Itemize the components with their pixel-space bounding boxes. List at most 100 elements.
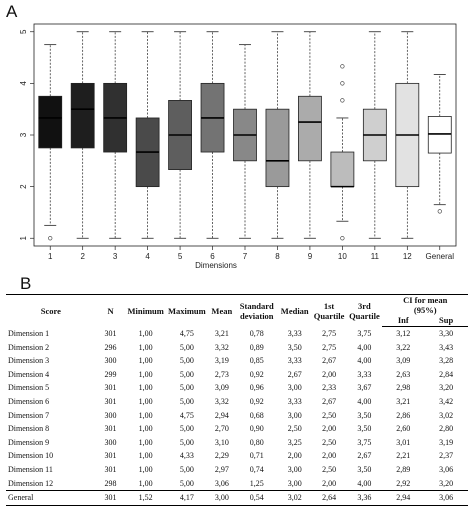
table-cell: 1,00 — [138, 383, 153, 393]
x-tick-label: 2 — [80, 252, 85, 261]
box — [38, 95, 63, 149]
header-ci-inf: Inf — [382, 315, 425, 327]
table-cell: 2,97 — [214, 464, 229, 474]
table-cell-score: Dimension 5 — [8, 383, 50, 393]
table-cell: 1,52 — [125, 490, 166, 506]
outlier-point — [340, 64, 345, 69]
table-cell: 1,00 — [138, 464, 153, 474]
table-cell: 299 — [104, 369, 117, 379]
table-cell: 3,06 — [424, 490, 468, 506]
table-cell: 1,00 — [138, 328, 153, 338]
table-cell: 0,78 — [249, 328, 264, 338]
header-sd-line2: deviation — [240, 310, 274, 321]
table-cell: 5,00 — [179, 464, 194, 474]
table-cell: 301 — [95, 490, 126, 506]
table-cell: 2,75 — [322, 342, 337, 352]
table-cell-score: Dimension 7 — [8, 410, 50, 420]
table-cell: 2,67 — [357, 451, 372, 461]
x-tick-label: 10 — [338, 252, 347, 261]
x-tick-label: 7 — [243, 252, 248, 261]
panel-a-label: A — [6, 2, 18, 21]
header-first-quartile: 1st Quartile — [311, 294, 347, 327]
outlier-point — [48, 236, 53, 241]
box — [298, 95, 322, 162]
table-cell: 3,30 — [439, 329, 454, 338]
table-cell: 5,00 — [179, 396, 194, 406]
header-standard-deviation: Standard deviation — [235, 294, 278, 327]
table-cell: 1,00 — [138, 451, 153, 461]
table-cell: 3,28 — [439, 356, 454, 366]
y-tick-label: 4 — [19, 81, 28, 86]
table-cell: 3,10 — [214, 437, 229, 447]
table-cell: 2,67 — [287, 369, 302, 379]
table-cell: 5,00 — [179, 342, 194, 352]
table-cell: 2,64 — [311, 490, 347, 506]
panel-b-label: B — [20, 274, 32, 293]
y-tick-label: 1 — [19, 235, 28, 240]
table-cell: 301 — [104, 396, 117, 406]
table-cell-score: General — [6, 490, 96, 506]
table-cell: 3,21 — [214, 328, 229, 338]
table-cell: 2,00 — [322, 451, 337, 461]
table-cell: 2,70 — [214, 424, 229, 434]
table-cell: 298 — [104, 478, 117, 488]
table-cell: 3,19 — [439, 437, 454, 447]
y-tick-label: 3 — [19, 132, 28, 137]
table-cell: 3,20 — [439, 383, 454, 393]
statistics-table: Score N Minimum Maximum Mean Standard de… — [6, 294, 468, 506]
table-row: Dimension 1 301 1,00 4,75 3,21 0,78 3,33 2,75 3,… — [6, 327, 468, 341]
table-cell: 0,92 — [249, 369, 264, 379]
y-tick-label: 2 — [19, 184, 28, 189]
table-cell: 5,00 — [179, 424, 194, 434]
table-cell: 3,19 — [214, 356, 229, 366]
table-cell: 3,32 — [214, 342, 229, 352]
table-cell: 2,94 — [382, 490, 425, 506]
header-ci-mean: CI for mean (95%) — [382, 294, 468, 315]
table-cell: 2,33 — [322, 383, 337, 393]
table-cell: 3,33 — [287, 328, 302, 338]
table-cell: 0,85 — [249, 356, 264, 366]
table-cell: 3,50 — [287, 342, 302, 352]
table-cell: 1,00 — [138, 424, 153, 434]
x-tick-label: 11 — [371, 252, 380, 261]
table-cell: 0,96 — [249, 383, 264, 393]
table-cell: 2,75 — [322, 328, 337, 338]
header-median: Median — [277, 294, 312, 327]
table-cell: 0,90 — [249, 424, 264, 434]
table-cell-score: Dimension 3 — [8, 356, 50, 366]
table-cell: 1,00 — [138, 356, 153, 366]
table-cell: 2,00 — [287, 451, 302, 461]
table-cell: 2,00 — [322, 369, 337, 379]
table-cell: 4,00 — [357, 396, 372, 406]
table-cell: 0,74 — [249, 464, 264, 474]
table-cell: 301 — [104, 464, 117, 474]
header-maximum: Maximum — [165, 294, 208, 327]
header-sd-line1: Standard — [239, 300, 274, 311]
table-cell: 3,43 — [439, 342, 454, 352]
table-cell: 1,00 — [138, 437, 153, 447]
table-cell: 4,75 — [179, 410, 194, 420]
table-cell: 3,42 — [439, 396, 454, 406]
table-cell: 3,06 — [439, 464, 454, 474]
table-cell-score: Dimension 1 — [8, 328, 50, 338]
table-cell-score: Dimension 6 — [8, 396, 50, 406]
table-cell: 301 — [104, 383, 117, 393]
table-cell: 2,63 — [396, 369, 411, 379]
table-cell: 1,25 — [249, 478, 264, 488]
table-cell: 2,92 — [396, 478, 411, 488]
box — [330, 151, 355, 188]
table-cell: 1,00 — [138, 396, 153, 406]
table-cell: 3,02 — [277, 490, 312, 506]
table-cell: 300 — [104, 356, 117, 366]
table-cell: 3,12 — [396, 329, 411, 338]
table-cell: 2,89 — [396, 464, 411, 474]
table-row-general: General 301 1,52 4,17 3,00 0,54 3,02 2,64 3,36 2,… — [6, 490, 468, 506]
box — [265, 108, 290, 188]
table-cell: 4,75 — [179, 328, 194, 338]
table-cell: 3,50 — [357, 410, 372, 420]
outlier-point — [437, 209, 442, 214]
table-cell: 1,00 — [138, 410, 153, 420]
table-cell: 2,84 — [439, 369, 454, 379]
table-cell: 3,06 — [214, 478, 229, 488]
outlier-point — [340, 81, 345, 86]
